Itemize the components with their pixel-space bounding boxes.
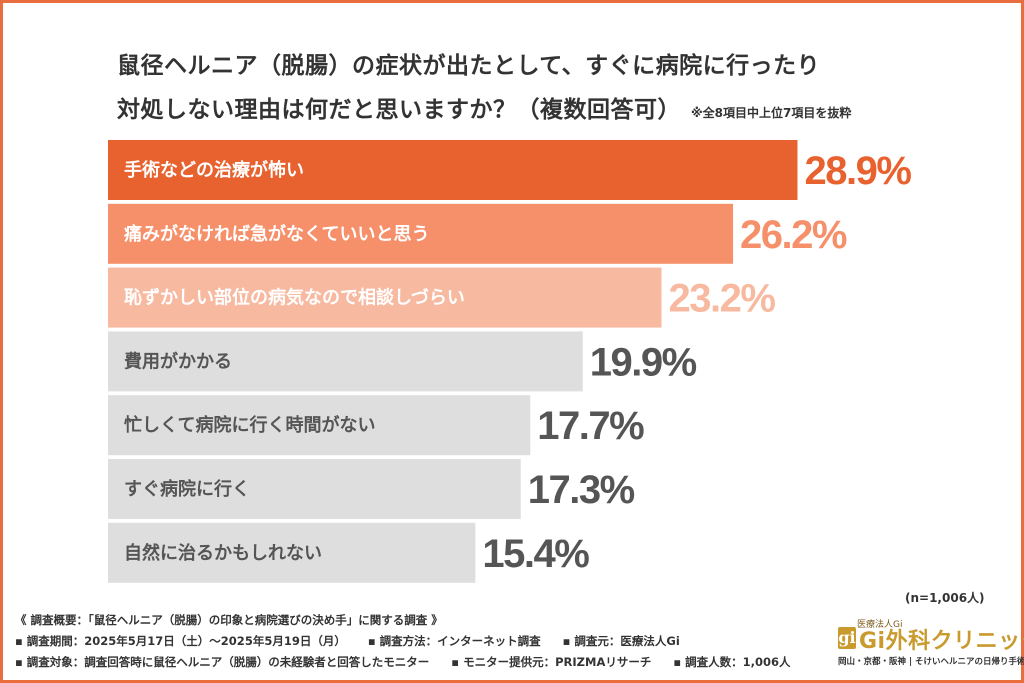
footer-row-1: 《 調査概要：「鼠径ヘルニア（脱腸）の印象と病院選びの決め手」に関する調査 》 <box>15 610 815 631</box>
bar-6 <box>108 459 521 519</box>
footer-row-3: ▪ 調査対象：調査回答時に鼠径ヘルニア（脱腸）の未経験者と回答したモニター ▪ モ… <box>15 652 815 673</box>
survey-count: ▪ 調査人数：1,006人 <box>673 655 791 669</box>
survey-target: ▪ 調査対象：調査回答時に鼠径ヘルニア（脱腸）の未経験者と回答したモニター <box>15 655 430 669</box>
sample-size: (n=1,006人) <box>905 591 985 605</box>
bar-value-5: 17.7% <box>537 404 644 448</box>
title-line-2: 対処しない理由は何だと思いますか？（複数回答可） ※全8項目中上位7項目を抜粋 <box>117 88 997 135</box>
title-line-2-text: 対処しない理由は何だと思いますか？（複数回答可） <box>117 97 681 123</box>
bar-label-7: 自然に治るかもしれない <box>124 542 322 564</box>
logo-subtitle: 岡山・京都・阪神 | そけいヘルニアの日帰り手術 <box>838 657 1024 667</box>
bar-1 <box>108 140 798 200</box>
bar-label-6: すぐ病院に行く <box>124 478 250 500</box>
bar-7 <box>108 522 476 583</box>
chart-title: 鼠径ヘルニア（脱腸）の症状が出たとして、すぐに病院に行ったり 対処しない理由は何… <box>117 44 997 135</box>
survey-provider: ▪ モニター提供元：PRIZMAリサーチ <box>451 655 652 669</box>
bar-label-2: 痛みがなければ急がなくていいと思う <box>124 223 429 245</box>
bar-value-2: 26.2% <box>740 213 847 257</box>
survey-organizer: ▪ 調査元：医療法人Gi <box>562 634 680 648</box>
bar-label-3: 恥ずかしい部位の病気なので相談しづらい <box>124 287 465 309</box>
bar-value-6: 17.3% <box>528 468 635 512</box>
logo-mark-icon: gi <box>838 627 856 649</box>
bar-label-1: 手術などの治療が怖い <box>124 159 304 181</box>
clinic-logo: 医療法人Gi gi Gi外科クリニック 岡山・京都・阪神 | そけいヘルニアの日… <box>838 617 1024 677</box>
bar-value-7: 15.4% <box>482 532 589 576</box>
bar-5 <box>108 395 531 456</box>
title-line-1: 鼠径ヘルニア（脱腸）の症状が出たとして、すぐに病院に行ったり <box>117 53 821 79</box>
bar-value-3: 23.2% <box>668 277 775 321</box>
bar-label-4: 費用がかかる <box>124 350 232 372</box>
bar-value-1: 28.9% <box>804 149 911 193</box>
logo-small-text: 医療法人Gi <box>857 620 903 630</box>
survey-title: 《 調査概要：「鼠径ヘルニア（脱腸）の印象と病院選びの決め手」に関する調査 》 <box>15 613 443 627</box>
bar-4 <box>108 331 583 392</box>
survey-period: ▪ 調査期間：2025年5月17日（土）～2025年5月19日（月） <box>15 634 346 648</box>
bar-label-5: 忙しくて病院に行く時間がない <box>124 414 375 436</box>
survey-method: ▪ 調査方法：インターネット調査 <box>367 634 541 648</box>
logo-name: Gi外科クリニック <box>859 629 1024 654</box>
footer-row-2: ▪ 調査期間：2025年5月17日（土）～2025年5月19日（月） ▪ 調査方法… <box>15 631 815 652</box>
bar-2 <box>108 203 734 264</box>
bar-3 <box>108 267 662 328</box>
survey-footer: 《 調査概要：「鼠径ヘルニア（脱腸）の印象と病院選びの決め手」に関する調査 》 … <box>15 610 815 673</box>
title-note: ※全8項目中上位7項目を抜粋 <box>691 106 852 120</box>
bar-value-4: 19.9% <box>590 340 697 384</box>
